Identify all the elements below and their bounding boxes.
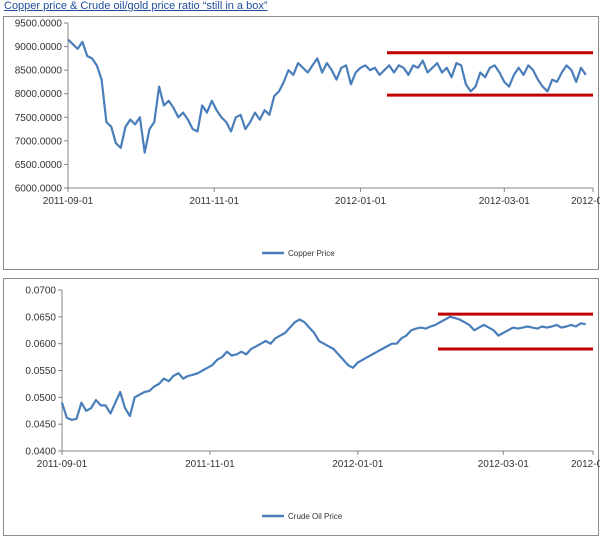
x-tick-label: 2012-03-01 [478, 459, 530, 470]
copper-chart-svg: 9500.0000 9000.0000 8500.0000 8000.0000 7500… [15, 19, 600, 259]
chart-title: Copper price & Crude oil/gold price rati… [4, 0, 268, 12]
x-tick-label: 2012-0 [571, 196, 600, 207]
y-tick-label: 6000.0000 [15, 184, 63, 195]
crude-oil-chart-svg: 0.0700 0.0650 0.0600 0.0550 0.0500 0.0450 0.04… [25, 286, 600, 522]
x-tick-label: 2012-01-01 [335, 196, 387, 207]
y-tick-label: 6500.0000 [15, 160, 63, 171]
y-tick-label: 0.0400 [25, 447, 56, 458]
y-tick-label: 8000.0000 [15, 89, 63, 100]
x-tick-label: 2012-0 [571, 459, 600, 470]
y-tick-label: 8500.0000 [15, 66, 63, 77]
x-tick-label: 2012-01-01 [332, 459, 384, 470]
copper-chart-panel: 9500.0000 9000.0000 8500.0000 8000.0000 7500… [3, 16, 600, 270]
y-tick-label: 7000.0000 [15, 136, 63, 147]
y-tick-label: 0.0700 [25, 286, 56, 297]
y-tick-label: 0.0500 [25, 393, 56, 404]
legend-label: Copper Price [288, 249, 335, 258]
y-tick-label: 7500.0000 [15, 113, 63, 124]
y-tick-label: 0.0450 [25, 420, 56, 431]
crude-oil-chart-panel: 0.0700 0.0650 0.0600 0.0550 0.0500 0.0450 0.04… [3, 278, 600, 536]
x-tick-label: 2012-03-01 [479, 196, 531, 207]
x-tick-label: 2011-11-01 [185, 459, 235, 470]
y-tick-label: 0.0650 [25, 312, 56, 323]
y-tick-label: 9500.0000 [15, 19, 63, 30]
y-tick-label: 0.0550 [25, 366, 56, 377]
x-tick-label: 2011-09-01 [43, 196, 94, 207]
y-tick-label: 0.0600 [25, 339, 56, 350]
crude-oil-series-line [60, 315, 586, 421]
y-tick-label: 9000.0000 [15, 42, 63, 53]
x-tick-label: 2011-11-01 [189, 196, 239, 207]
x-tick-label: 2011-09-01 [37, 459, 88, 470]
copper-series-line [67, 38, 587, 154]
legend-label: Crude Oil Price [288, 512, 343, 521]
